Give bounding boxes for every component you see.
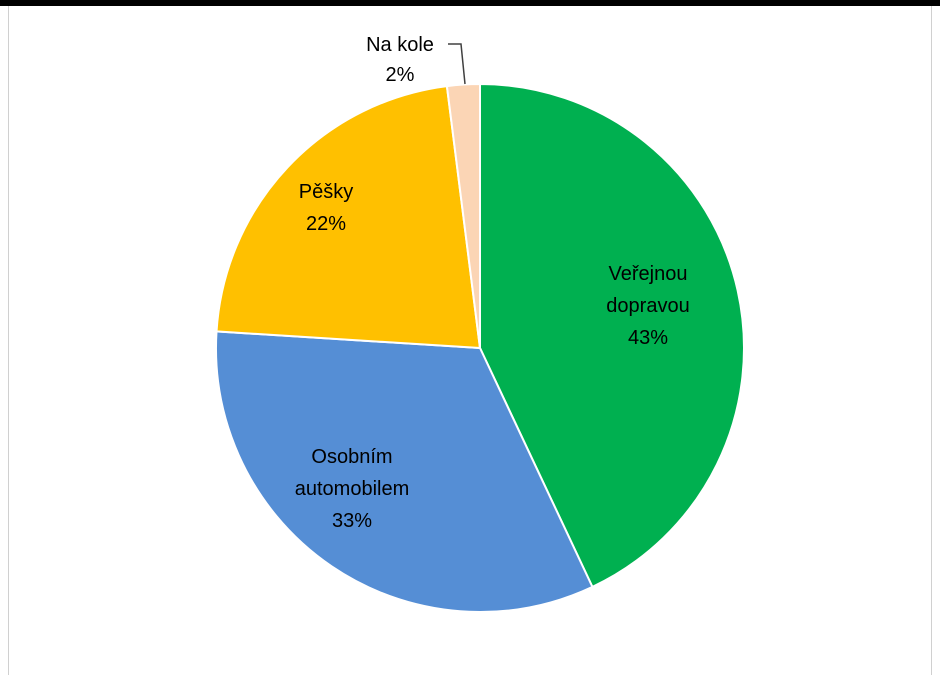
data-label-line: dopravou — [606, 295, 689, 317]
data-label-veřejnou-dopravou: Veřejnou dopravou 43% — [606, 263, 689, 349]
data-label-line: 43% — [628, 327, 668, 349]
data-label-line: 22% — [306, 213, 346, 235]
leader-lines — [448, 43, 466, 85]
data-label-line: Osobním — [311, 446, 392, 468]
pie-slice-na-kole — [445, 82, 481, 349]
data-label-line: 33% — [332, 510, 372, 532]
data-label-na-kole: Na kole 2% — [366, 34, 434, 86]
leader-line-na-kole — [448, 43, 466, 85]
data-label-osobním-automobilem: Osobním automobilem 33% — [295, 446, 410, 532]
data-label-line: Na kole — [366, 34, 434, 56]
top-border — [0, 0, 940, 6]
data-label-line: Veřejnou — [609, 263, 688, 285]
pie-slice-pěšky — [215, 84, 482, 350]
data-label-pěšky: Pěšky 22% — [299, 181, 353, 235]
pie-slice-osobním-automobilem — [215, 330, 594, 613]
pie-slice-veřejnou-dopravou — [479, 82, 745, 589]
data-label-line: Pěšky — [299, 181, 353, 203]
chart-frame — [8, 6, 932, 675]
data-label-line: 2% — [386, 64, 415, 86]
data-labels: Veřejnou dopravou 43% Osobním automobilem 33%… — [295, 34, 690, 532]
pie-slices — [215, 82, 745, 613]
data-label-line: automobilem — [295, 478, 410, 500]
